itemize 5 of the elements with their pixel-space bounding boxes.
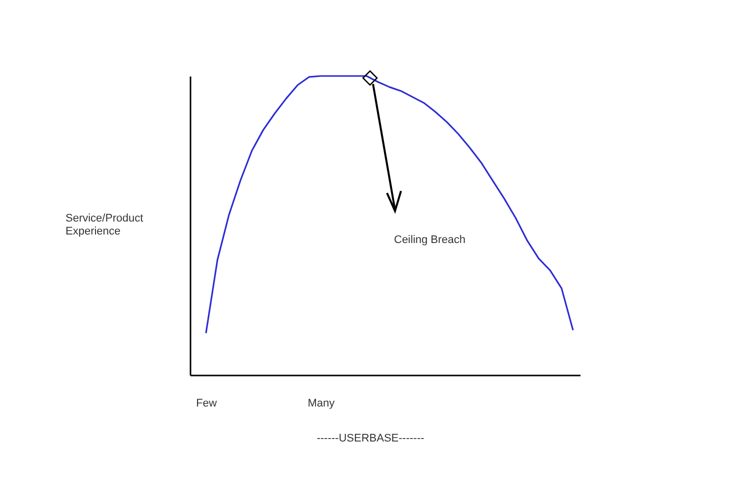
x-tick-label: Many: [308, 398, 336, 410]
y-axis-title: Service/Product Experience: [66, 212, 144, 238]
x-tick-label: Few: [196, 398, 217, 410]
x-axis-title: ------USERBASE-------: [316, 432, 425, 444]
annotation: Ceiling Breach: [394, 234, 466, 246]
